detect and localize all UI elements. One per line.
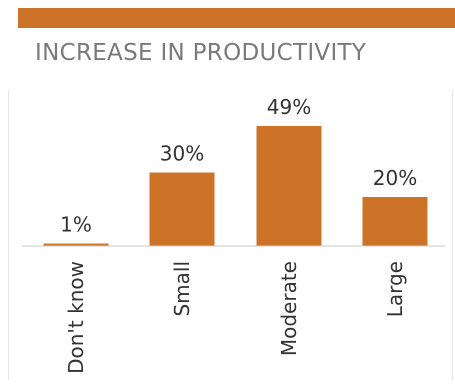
bar-0 bbox=[43, 243, 109, 246]
category-label-3: Large bbox=[383, 261, 407, 317]
category-label-2: Moderate bbox=[277, 261, 301, 356]
bar-2 bbox=[256, 126, 322, 246]
value-label-3: 20% bbox=[373, 166, 417, 190]
category-label-0: Don't know bbox=[64, 261, 88, 374]
chart-title: INCREASE IN PRODUCTIVITY bbox=[35, 40, 367, 66]
category-label-1: Small bbox=[170, 261, 194, 317]
panel-border-left bbox=[8, 90, 9, 380]
header-accent-band bbox=[18, 8, 455, 28]
value-label-1: 30% bbox=[160, 142, 204, 166]
panel-border-right bbox=[452, 90, 453, 380]
bar-1 bbox=[149, 172, 215, 246]
value-label-2: 49% bbox=[267, 95, 311, 119]
bar-3 bbox=[362, 197, 428, 246]
value-label-0: 1% bbox=[60, 213, 92, 237]
